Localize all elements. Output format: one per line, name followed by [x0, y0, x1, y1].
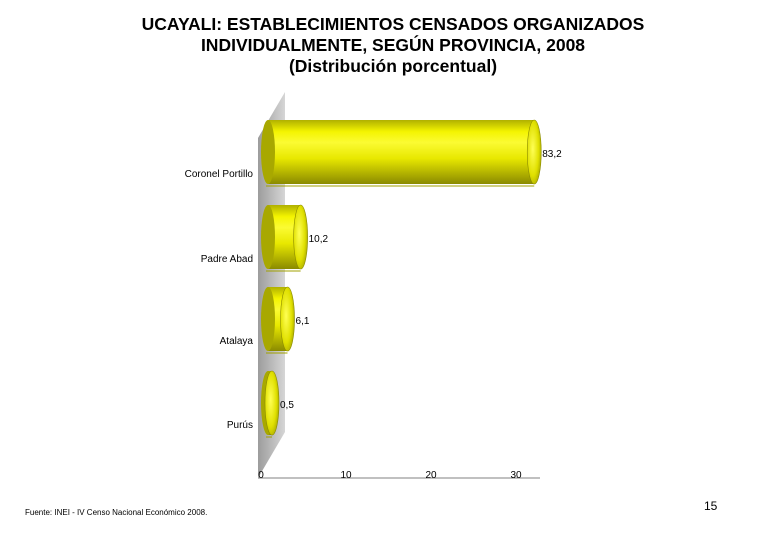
title-line-1: UCAYALI: ESTABLECIMIENTOS CENSADOS ORGAN…: [141, 14, 645, 34]
bar-end-cap: [526, 119, 542, 185]
page-number: 15: [704, 499, 718, 513]
title-line-3: (Distribución porcentual): [288, 56, 498, 76]
value-label-1: 10,2: [309, 234, 329, 245]
category-label-2: Atalaya: [220, 336, 254, 347]
x-tick-label-0: 0: [258, 470, 264, 481]
category-label-3: Purús: [227, 420, 253, 431]
chart-title: UCAYALI: ESTABLECIMIENTOS CENSADOS ORGAN…: [0, 14, 766, 77]
bar-base-cap: [261, 120, 275, 184]
source-note: Fuente: INEI - IV Censo Nacional Económi…: [25, 508, 208, 517]
bar-body: [268, 120, 535, 184]
bar-3: [261, 370, 280, 438]
category-label-1: Padre Abad: [201, 254, 253, 265]
bar-2: [261, 286, 295, 354]
value-label-0: 83,2: [542, 149, 562, 160]
title-line-2: INDIVIDUALMENTE, SEGÚN PROVINCIA, 2008: [200, 35, 586, 55]
value-label-3: 0,5: [280, 400, 294, 411]
bar-1: [261, 204, 308, 272]
x-tick-label-2: 20: [425, 470, 437, 481]
bar-0: [261, 119, 542, 187]
bar-base-cap: [261, 287, 275, 351]
category-label-0: Coronel Portillo: [185, 169, 254, 180]
x-tick-label-1: 10: [340, 470, 352, 481]
x-tick-label-3: 30: [510, 470, 522, 481]
bar-base-cap: [261, 205, 275, 269]
value-label-2: 6,1: [296, 316, 310, 327]
bar-end-cap: [293, 204, 308, 270]
bar-end-cap: [264, 370, 280, 436]
bar-end-cap: [280, 286, 295, 352]
